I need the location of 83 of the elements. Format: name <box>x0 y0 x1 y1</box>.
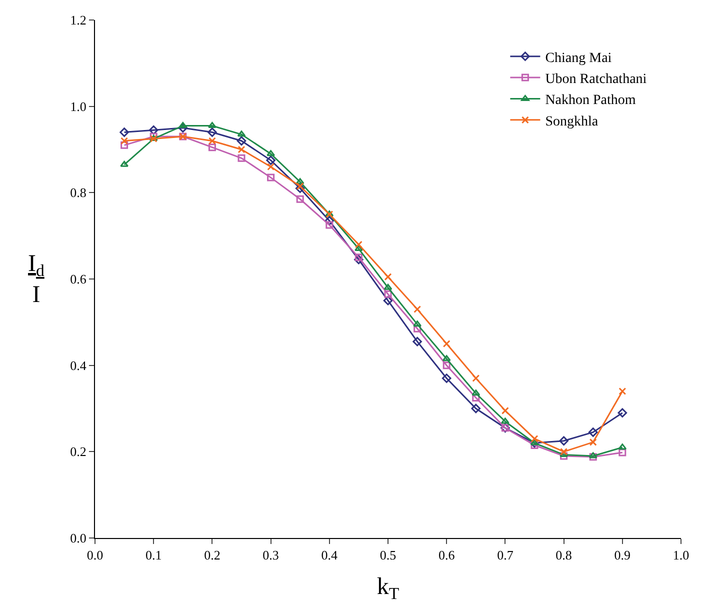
point <box>237 130 246 137</box>
point <box>267 174 275 182</box>
point <box>120 141 128 149</box>
x-tick-label: 0.8 <box>556 548 572 563</box>
y-tick-label: 0.6 <box>70 272 87 287</box>
point <box>588 428 598 437</box>
y-tick-label: 0.0 <box>70 530 86 546</box>
y-tick-label: 0.8 <box>70 185 86 200</box>
point <box>618 387 626 395</box>
x-axis-title: k$_{T}$ <box>376 574 400 603</box>
point <box>324 216 334 226</box>
point <box>148 125 158 135</box>
x-tick-label: 1.0 <box>672 548 690 563</box>
point <box>501 406 509 414</box>
point <box>472 374 480 382</box>
point <box>588 452 598 458</box>
x-tick-label: 0.7 <box>497 548 514 563</box>
point <box>472 390 480 396</box>
point <box>589 453 597 461</box>
point <box>442 362 450 370</box>
point <box>500 418 510 424</box>
point <box>120 128 129 137</box>
point <box>354 254 362 262</box>
point <box>442 355 451 362</box>
point <box>530 441 538 449</box>
point <box>208 128 217 137</box>
point <box>296 182 304 190</box>
point <box>120 137 128 145</box>
point <box>266 150 276 156</box>
point <box>266 156 276 165</box>
point <box>412 336 422 346</box>
point <box>354 240 362 248</box>
point <box>559 436 568 446</box>
point <box>442 340 450 348</box>
y-tick-label: 1.2 <box>70 12 86 28</box>
legend-label: Nakhon Pathom <box>545 93 636 108</box>
x-tick-label: 0.2 <box>204 548 220 563</box>
point <box>618 448 626 456</box>
point <box>384 284 392 290</box>
point <box>530 439 539 446</box>
legend-label: Ubon Ratchathani <box>545 72 647 87</box>
point <box>267 163 275 171</box>
y-tick-label: 1.0 <box>70 98 86 114</box>
point <box>589 438 597 446</box>
x-tick-label: 0.4 <box>321 548 338 563</box>
point <box>296 178 304 184</box>
point <box>384 273 392 281</box>
point <box>295 184 305 193</box>
point <box>120 160 129 167</box>
point <box>618 408 628 418</box>
legend-label: Songkhla <box>545 114 599 130</box>
point <box>208 122 216 128</box>
point <box>354 245 363 252</box>
point <box>414 324 422 332</box>
point <box>208 137 216 145</box>
point <box>326 221 334 229</box>
y-tick-label: 0.4 <box>70 358 87 373</box>
point <box>238 154 246 162</box>
x-tick-label: 0.3 <box>262 548 279 563</box>
point <box>238 146 246 154</box>
point <box>178 122 188 128</box>
x-tick-label: 0.6 <box>438 548 456 563</box>
point <box>471 404 481 414</box>
x-tick-label: 0.0 <box>86 548 104 563</box>
point <box>236 136 246 146</box>
x-tick-label: 0.9 <box>614 548 631 563</box>
point <box>618 444 627 450</box>
point <box>560 452 568 460</box>
point <box>413 320 422 327</box>
point <box>208 144 216 152</box>
y-axis-title: I$_{d}$ I <box>28 251 45 308</box>
point <box>296 195 304 203</box>
point <box>354 254 364 264</box>
point <box>530 434 538 442</box>
point <box>383 296 393 306</box>
point <box>384 290 392 298</box>
point <box>414 305 422 313</box>
point <box>560 448 568 456</box>
x-tick-label: 0.1 <box>145 548 162 563</box>
x-tick-label: 0.5 <box>380 548 396 563</box>
legend-label: Chiang Mai <box>545 50 612 66</box>
point <box>442 374 452 383</box>
y-tick-label: 0.2 <box>70 444 86 460</box>
